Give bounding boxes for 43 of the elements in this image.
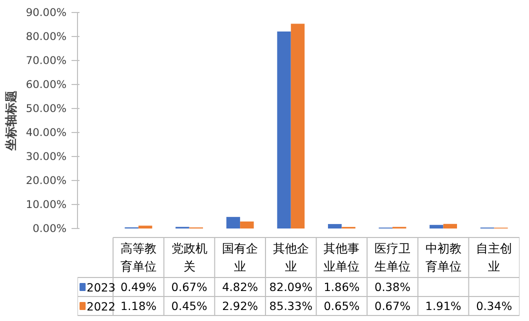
data-label: 0.67% [374, 299, 411, 313]
data-label: 1.86% [324, 280, 360, 294]
x-tick-label: 中初教育单位 [425, 241, 462, 274]
data-label: 1.18% [120, 299, 157, 313]
data-label: 2.92% [222, 299, 258, 313]
data-label: 0.67% [171, 280, 208, 294]
data-label: 0.38% [374, 280, 411, 294]
data-label: 0.45% [171, 299, 208, 313]
bar [290, 24, 305, 228]
bar [240, 221, 254, 228]
x-tick-label: 自主创业 [476, 241, 512, 274]
data-label: 82.09% [269, 280, 313, 294]
y-tick-label: 40.00% [26, 126, 67, 139]
y-tick-label: 60.00% [26, 78, 67, 91]
bar [277, 31, 291, 228]
bar [443, 224, 458, 228]
bar [328, 224, 342, 228]
x-tick-label: 国有企业 [222, 241, 258, 274]
data-label: 0.65% [324, 299, 360, 313]
data-label: 1.91% [425, 299, 462, 313]
legend-label: 2022 [86, 300, 116, 314]
x-tick-label: 医疗卫生单位 [374, 241, 410, 274]
legend-label: 2023 [86, 280, 116, 294]
data-label: 0.34% [476, 299, 512, 313]
x-tick-label: 党政机关 [171, 241, 208, 274]
y-tick-label: 20.00% [26, 174, 67, 187]
bar [138, 226, 152, 228]
y-tick-label: 80.00% [26, 30, 67, 43]
bar [226, 216, 240, 228]
y-tick-label: 0.00% [32, 222, 67, 235]
y-tick-label: 90.00% [26, 6, 67, 19]
y-tick-label: 10.00% [26, 198, 67, 211]
data-label: 4.82% [222, 280, 258, 294]
y-tick-label: 70.00% [26, 54, 67, 67]
x-tick-label: 其他事业单位 [324, 241, 360, 274]
data-label: 0.49% [120, 280, 157, 294]
y-tick-label: 50.00% [26, 102, 67, 115]
x-tick-label: 其他企业 [272, 241, 309, 274]
x-tick-label: 高等教育单位 [120, 241, 156, 274]
y-tick-label: 30.00% [26, 150, 67, 163]
y-axis-title: 坐标轴标题 [4, 90, 18, 152]
bar [430, 224, 444, 228]
data-label: 85.33% [269, 299, 313, 313]
